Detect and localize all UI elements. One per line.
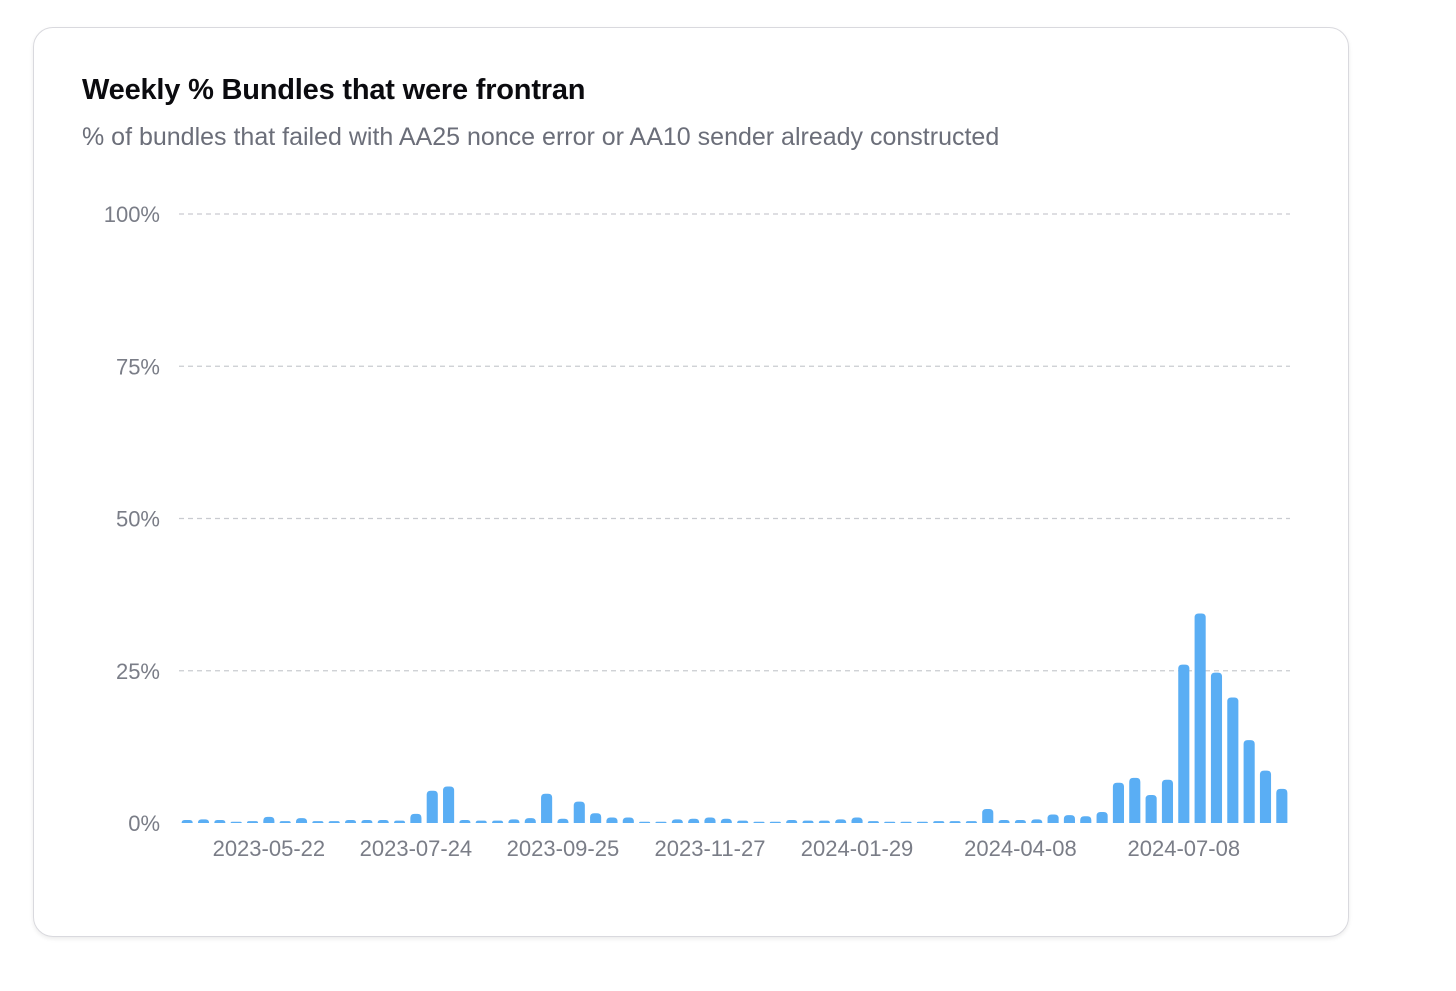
- x-axis-ticks: 2023-05-22 2023-07-24 2023-09-25 2023-11-27…: [213, 836, 1240, 861]
- bar[interactable]: [410, 813, 422, 823]
- bar[interactable]: [753, 821, 765, 823]
- bars: [181, 613, 1288, 823]
- bar[interactable]: [230, 821, 242, 823]
- bar[interactable]: [492, 820, 504, 823]
- bar[interactable]: [557, 818, 569, 823]
- chart-subtitle: % of bundles that failed with AA25 nonce…: [82, 123, 1000, 151]
- bar[interactable]: [1227, 697, 1239, 823]
- bar-chart: 0%25%50%75%100% 2023-05-22 2023-07-24 2023…: [104, 202, 1290, 861]
- bar[interactable]: [1129, 777, 1141, 823]
- x-tick-label: 2024-04-08: [964, 836, 1077, 861]
- bar[interactable]: [949, 821, 961, 823]
- bar[interactable]: [541, 793, 553, 823]
- y-tick-label: 50%: [116, 507, 160, 532]
- bar[interactable]: [818, 820, 830, 823]
- bar[interactable]: [263, 816, 275, 823]
- bar[interactable]: [982, 808, 994, 823]
- bar[interactable]: [1063, 815, 1075, 823]
- bar[interactable]: [606, 817, 618, 823]
- chart-card: Weekly % Bundles that were frontran % of…: [33, 27, 1349, 937]
- bar[interactable]: [900, 821, 912, 823]
- bar[interactable]: [655, 821, 667, 823]
- bar[interactable]: [312, 821, 324, 823]
- bar[interactable]: [361, 819, 373, 823]
- gridlines: [179, 213, 1290, 672]
- bar[interactable]: [590, 813, 602, 823]
- y-tick-label: 100%: [104, 202, 160, 227]
- bar[interactable]: [459, 819, 471, 823]
- bar[interactable]: [851, 817, 863, 823]
- bar[interactable]: [1145, 794, 1157, 823]
- bar[interactable]: [688, 818, 700, 823]
- bar[interactable]: [933, 821, 945, 823]
- bar[interactable]: [377, 819, 389, 823]
- bar[interactable]: [246, 821, 259, 823]
- y-axis-ticks: 0% 25% 50% 75% 100%: [104, 202, 160, 836]
- bar[interactable]: [639, 821, 651, 823]
- bar[interactable]: [1014, 819, 1026, 823]
- bar[interactable]: [1243, 740, 1255, 823]
- bar[interactable]: [1080, 816, 1092, 823]
- bar[interactable]: [1112, 782, 1125, 823]
- bar[interactable]: [426, 790, 438, 823]
- x-tick-label: 2024-01-29: [801, 836, 914, 861]
- bar[interactable]: [622, 817, 634, 823]
- x-tick-label: 2024-07-08: [1128, 836, 1241, 861]
- bar[interactable]: [1210, 672, 1223, 823]
- chart-title: Weekly % Bundles that were frontran: [82, 74, 586, 106]
- x-tick-label: 2023-11-27: [655, 836, 766, 861]
- bar[interactable]: [720, 818, 732, 823]
- bar[interactable]: [916, 821, 928, 823]
- x-tick-label: 2023-07-24: [360, 836, 473, 861]
- bar[interactable]: [1031, 819, 1043, 823]
- bar[interactable]: [737, 820, 749, 823]
- bar[interactable]: [197, 819, 210, 823]
- bar[interactable]: [328, 821, 340, 823]
- bar[interactable]: [443, 786, 455, 823]
- bar[interactable]: [344, 819, 357, 823]
- bar[interactable]: [1178, 664, 1190, 823]
- y-tick-label: 75%: [116, 354, 160, 379]
- bar[interactable]: [884, 821, 896, 823]
- bar[interactable]: [573, 801, 585, 823]
- bar[interactable]: [181, 819, 193, 823]
- bar[interactable]: [802, 820, 814, 823]
- bar[interactable]: [1276, 788, 1288, 823]
- bar[interactable]: [704, 817, 716, 823]
- bar[interactable]: [965, 821, 977, 823]
- bar[interactable]: [1259, 770, 1272, 823]
- y-tick-label: 25%: [116, 659, 160, 684]
- bar[interactable]: [524, 818, 536, 823]
- x-tick-label: 2023-09-25: [507, 836, 620, 861]
- bar[interactable]: [508, 819, 520, 823]
- bar[interactable]: [786, 819, 798, 823]
- y-tick-label: 0%: [128, 811, 160, 836]
- bar[interactable]: [998, 819, 1010, 823]
- bar[interactable]: [214, 819, 226, 823]
- bar[interactable]: [279, 821, 291, 823]
- bar[interactable]: [1194, 613, 1206, 823]
- bar[interactable]: [1161, 779, 1174, 823]
- bar[interactable]: [394, 820, 406, 823]
- bar[interactable]: [295, 818, 308, 823]
- bar[interactable]: [835, 819, 847, 823]
- bar[interactable]: [671, 819, 683, 823]
- bar[interactable]: [1096, 812, 1108, 823]
- bar[interactable]: [475, 820, 487, 823]
- bar[interactable]: [867, 821, 879, 823]
- bar[interactable]: [1047, 814, 1059, 823]
- x-tick-label: 2023-05-22: [213, 836, 326, 861]
- bar[interactable]: [769, 821, 781, 823]
